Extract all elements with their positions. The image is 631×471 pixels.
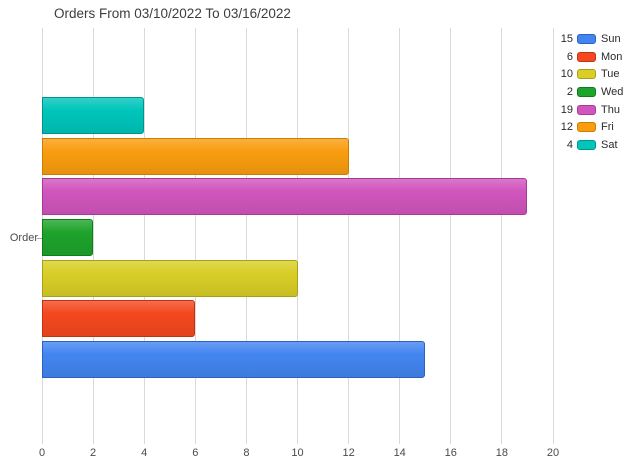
legend-swatch-tue: [577, 69, 596, 80]
x-tick-label-10: 10: [291, 447, 304, 459]
x-gridline-18: [501, 28, 503, 444]
category-axis-label: Order: [9, 232, 38, 244]
legend: 15 Sun 6 Mon 10 Tue 2 Wed 19 Thu 12 Fri 4 Sat: [557, 30, 624, 154]
x-gridline-8: [245, 28, 247, 444]
bar-thu[interactable]: [42, 178, 527, 215]
legend-swatch-fri: [577, 122, 596, 133]
x-tick-label-2: 2: [90, 447, 97, 459]
legend-value-thu: 19: [560, 103, 573, 116]
bar-fri[interactable]: [42, 138, 349, 175]
bar-mon[interactable]: [42, 300, 195, 337]
x-gridline-6: [194, 28, 196, 444]
legend-label-mon: Mon: [601, 50, 623, 63]
legend-item-fri[interactable]: 12 Fri: [557, 118, 623, 136]
legend-value-wed: 2: [566, 85, 573, 98]
legend-value-sat: 4: [566, 138, 573, 151]
x-tick-label-14: 14: [393, 447, 406, 459]
bar-sun[interactable]: [42, 341, 425, 378]
legend-item-sat[interactable]: 4 Sat: [557, 136, 623, 154]
x-gridline-20: [552, 28, 554, 444]
legend-swatch-mon: [577, 51, 596, 62]
legend-item-sun[interactable]: 15 Sun: [557, 30, 623, 48]
category-axis-tick: [37, 238, 42, 239]
bar-wed[interactable]: [42, 219, 93, 256]
x-tick-label-8: 8: [243, 447, 250, 459]
legend-swatch-thu: [577, 104, 596, 115]
x-tick-label-0: 0: [38, 447, 46, 459]
legend-swatch-wed: [577, 86, 596, 97]
legend-label-wed: Wed: [601, 85, 624, 98]
x-tick-label-6: 6: [192, 447, 199, 459]
legend-value-fri: 12: [560, 121, 573, 134]
x-tick-label-18: 18: [495, 447, 509, 459]
legend-label-sun: Sun: [601, 32, 621, 45]
legend-swatch-sun: [577, 33, 596, 44]
x-gridline-14: [399, 28, 401, 444]
legend-label-tue: Tue: [601, 68, 620, 81]
x-tick-label-4: 4: [141, 447, 148, 459]
legend-value-mon: 6: [566, 50, 573, 63]
legend-value-sun: 15: [560, 32, 573, 45]
legend-item-tue[interactable]: 10 Tue: [557, 65, 623, 83]
legend-swatch-sat: [577, 139, 596, 150]
x-gridline-10: [297, 28, 298, 444]
legend-label-fri: Fri: [601, 121, 614, 134]
x-tick-label-16: 16: [444, 447, 457, 459]
legend-item-wed[interactable]: 2 Wed: [557, 83, 624, 101]
x-gridline-2: [92, 28, 94, 444]
legend-value-tue: 10: [560, 68, 573, 81]
legend-item-thu[interactable]: 19 Thu: [557, 101, 623, 119]
bar-sat[interactable]: [42, 97, 144, 134]
x-tick-label-12: 12: [342, 447, 355, 459]
x-tick-label-20: 20: [546, 447, 560, 459]
x-gridline-16: [450, 28, 452, 444]
chart-title: Orders From 03/10/2022 To 03/16/2022: [54, 6, 291, 21]
x-gridline-12: [348, 28, 350, 444]
x-gridline-4: [143, 28, 145, 444]
legend-label-thu: Thu: [601, 103, 620, 116]
bar-tue[interactable]: [42, 260, 298, 297]
legend-label-sat: Sat: [601, 138, 618, 151]
legend-item-mon[interactable]: 6 Mon: [557, 48, 623, 66]
